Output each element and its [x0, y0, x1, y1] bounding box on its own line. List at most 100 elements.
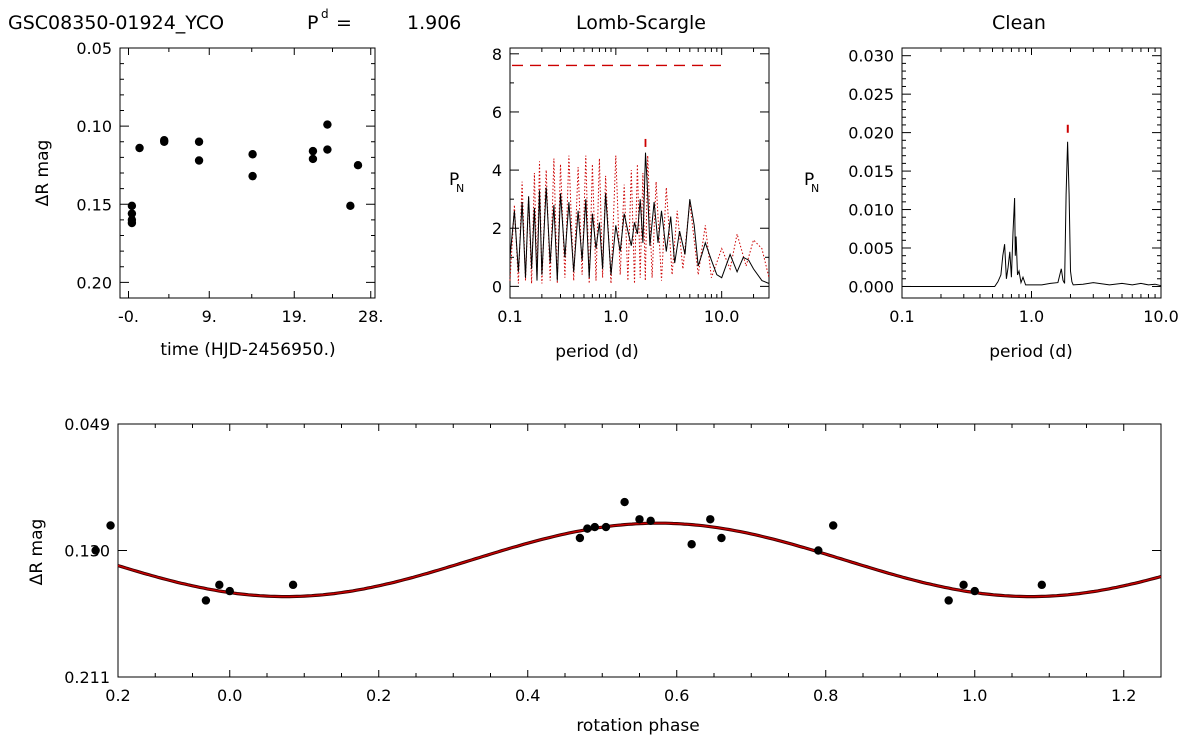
phasecurve-panel: 0.2 0.0 0.2 0.4 0.6 0.8 1.0 1.20.0490.1300.211 … [27, 415, 1162, 736]
phasecurve-point [575, 533, 585, 543]
lombscargle-xtick-label: 0.1 [497, 307, 522, 326]
phasecurve-ytick-label: 0.130 [64, 542, 110, 561]
lightcurve-point [346, 201, 355, 211]
phasecurve-point [91, 546, 100, 555]
phasecurve-point [583, 524, 592, 533]
figure-header: GSC08350-01924_YCO P d = 1.906 [8, 7, 461, 34]
phasecurve-frame [117, 423, 1162, 678]
lombscargle-xlabel: period (d) [555, 342, 639, 362]
lightcurve-point [308, 154, 318, 164]
lightcurve-frame [119, 47, 376, 299]
phasecurve-xtick-label: 1.2 [1111, 686, 1136, 705]
lombscargle-ylabel: P [449, 170, 459, 190]
phasecurve-point [829, 521, 838, 530]
lightcurve-point [127, 209, 137, 218]
clean-ytick-label: 0.010 [848, 201, 894, 220]
clean-xlabel: period (d) [989, 342, 1073, 362]
clean-xtick-label: 0.1 [889, 307, 914, 326]
lightcurve-ylabel: ΔR mag [33, 140, 53, 207]
lombscargle-ytick-label: 4 [492, 161, 502, 180]
phasecurve-xtick-label: 0.2 [366, 686, 391, 705]
lightcurve-xtick-label: 19. [282, 307, 307, 326]
phasecurve-point [717, 533, 726, 543]
lombscargle-xtick-label: 10.0 [704, 307, 740, 326]
period-label: P [307, 12, 318, 34]
lightcurve-point [135, 143, 144, 153]
phasecurve-ytick-label: 0.211 [64, 668, 110, 687]
phasecurve-point [601, 522, 611, 532]
lombscargle-ytick-label: 6 [492, 103, 502, 122]
clean-panel: Clean 0.1 1.0 10.0 0.000 0.005 0.010 0.015 0.02… [804, 12, 1179, 362]
phasecurve-point [970, 586, 979, 596]
lightcurve-point [127, 201, 137, 211]
phasecurve-point [225, 586, 234, 596]
lightcurve-xtick-label: 9. [202, 307, 217, 326]
phasecurve-xtick-label: 1.0 [962, 686, 987, 705]
clean-ylabel-sub: N [811, 182, 819, 195]
star-id: GSC08350-01924_YCO [8, 12, 224, 34]
clean-xtick-label: 1.0 [1019, 307, 1044, 326]
phasecurve-ylabel: ΔR mag [27, 519, 47, 586]
lightcurve-point [160, 137, 169, 146]
phasecurve-ytick-label: 0.049 [64, 415, 110, 434]
lightcurve-xtick-label: 28. [358, 307, 383, 326]
phasecurve-point [814, 546, 823, 555]
clean-xtick-label: 10.0 [1143, 307, 1179, 326]
phasecurve-xlabel: rotation phase [576, 716, 699, 736]
lightcurve-xtick-label: -0. [118, 307, 139, 326]
clean-spectrum-line [902, 141, 1162, 287]
lightcurve-point [323, 145, 332, 154]
phasecurve-point [620, 497, 629, 507]
phasecurve-fit-shadow [117, 521, 1162, 599]
clean-ylabel: P [804, 170, 814, 190]
lightcurve-point [248, 171, 257, 181]
lightcurve-xlabel: time (HJD-2456950.) [160, 340, 335, 360]
clean-ytick-label: 0.005 [848, 239, 894, 258]
lombscargle-ytick-label: 8 [492, 45, 502, 64]
lightcurve-ytick-label: 0.10 [76, 117, 112, 136]
phasecurve-point [215, 580, 224, 590]
clean-ytick-label: 0.015 [848, 162, 894, 181]
lightcurve-point [308, 146, 318, 156]
phasecurve-point [288, 580, 298, 590]
phasecurve-point [106, 521, 115, 530]
lightcurve-panel: -0. 9. 19. 28. 0.05 0.10 0.15 0.20 time (HJD-24… [33, 39, 383, 360]
lightcurve-ytick-label: 0.15 [76, 195, 112, 214]
period-sup: d [321, 7, 329, 21]
lightcurve-point [353, 160, 363, 170]
phasecurve-xtick-label: 0.0 [217, 686, 242, 705]
phasecurve-point [944, 596, 953, 605]
phasecurve-point [706, 515, 715, 524]
lightcurve-ytick-label: 0.20 [76, 273, 112, 292]
lombscargle-ytick-label: 0 [492, 277, 502, 296]
period-eq: = [336, 12, 352, 34]
phasecurve-point [687, 540, 696, 549]
clean-frame [901, 47, 1162, 299]
lombscargle-frame [509, 47, 770, 299]
clean-ytick-label: 0.030 [848, 47, 894, 66]
phasecurve-xtick-label: 0.2 [105, 686, 130, 705]
lombscargle-title: Lomb-Scargle [576, 12, 706, 34]
lightcurve-point [248, 150, 257, 159]
phasecurve-xtick-label: 0.4 [515, 686, 540, 705]
lombscargle-ylabel-sub: N [456, 182, 464, 195]
lightcurve-point [194, 137, 204, 146]
clean-ytick-label: 0.020 [848, 124, 894, 143]
phasecurve-point [1037, 580, 1047, 590]
phasecurve-point [201, 596, 211, 605]
lightcurve-point [323, 120, 332, 129]
period-value: 1.906 [407, 12, 461, 34]
phasecurve-fit-line [117, 522, 1162, 598]
phasecurve-point [590, 522, 599, 532]
clean-title: Clean [992, 12, 1046, 34]
lombscargle-periodogram-line [509, 152, 770, 284]
phasecurve-point [635, 515, 644, 524]
lightcurve-point [127, 218, 137, 228]
phasecurve-point [646, 516, 655, 526]
lightcurve-point [194, 156, 204, 165]
lombscargle-window-line [509, 155, 770, 284]
phasecurve-xtick-label: 0.6 [664, 686, 689, 705]
phasecurve-point [959, 580, 968, 590]
